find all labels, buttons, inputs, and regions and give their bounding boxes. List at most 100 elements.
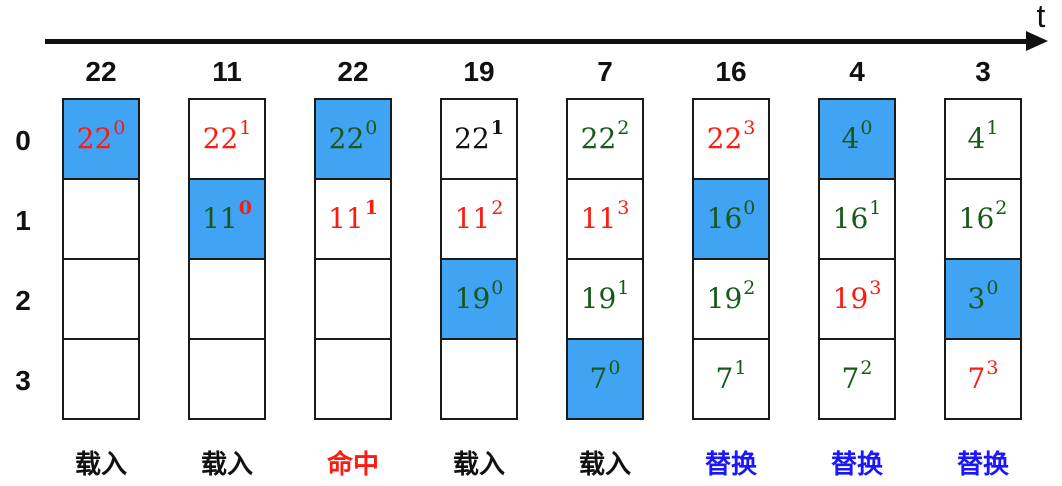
age-superscript: 3 bbox=[869, 276, 882, 299]
frame-cell bbox=[440, 338, 518, 420]
frame-cell: 11 0 bbox=[188, 178, 266, 260]
age-superscript: 1 bbox=[869, 196, 882, 219]
frame-cell: 11 2 bbox=[440, 178, 518, 260]
age-superscript: 2 bbox=[743, 276, 756, 299]
frame-cell: 22 0 bbox=[314, 98, 392, 180]
action-label: 载入 bbox=[74, 449, 127, 479]
action-label: 载入 bbox=[452, 449, 505, 479]
page-number: 19 bbox=[454, 282, 491, 315]
reference-number: 16 bbox=[715, 56, 747, 87]
age-superscript: 2 bbox=[617, 116, 630, 139]
age-superscript: 0 bbox=[491, 276, 504, 299]
page-number: 16 bbox=[706, 202, 743, 235]
time-axis-line bbox=[45, 39, 1033, 44]
age-superscript: 1 bbox=[617, 276, 630, 299]
reference-number: 3 bbox=[975, 56, 991, 87]
page-number: 16 bbox=[958, 202, 995, 235]
frame-cell: 22 0 bbox=[62, 98, 140, 180]
frame-cell: 22 2 bbox=[566, 98, 644, 180]
age-superscript: 1 bbox=[490, 116, 504, 139]
page-number: 11 bbox=[580, 202, 617, 235]
page-number: 22 bbox=[76, 122, 113, 155]
frame-cell: 11 1 bbox=[314, 178, 392, 260]
page-number: 3 bbox=[967, 282, 986, 315]
frame-cell bbox=[62, 338, 140, 420]
action-label: 载入 bbox=[578, 449, 631, 479]
action-label: 替换 bbox=[830, 449, 883, 479]
frame-column: 22 1 11 0 bbox=[188, 98, 266, 420]
reference-number: 22 bbox=[85, 56, 117, 87]
age-superscript: 2 bbox=[995, 196, 1008, 219]
age-superscript: 0 bbox=[238, 196, 252, 219]
reference-number: 19 bbox=[463, 56, 495, 87]
frame-cell: 19 1 bbox=[566, 258, 644, 340]
page-number: 7 bbox=[715, 362, 734, 395]
reference-number: 11 bbox=[212, 56, 242, 87]
reference-number: 4 bbox=[849, 56, 865, 87]
frame-cell: 19 0 bbox=[440, 258, 518, 340]
frame-column: 22 0 bbox=[62, 98, 140, 420]
frame-cell bbox=[188, 258, 266, 340]
frame-cell bbox=[314, 338, 392, 420]
frame-row-label: 2 bbox=[15, 285, 31, 316]
age-superscript: 0 bbox=[986, 276, 999, 299]
page-number: 19 bbox=[580, 282, 617, 315]
page-number: 19 bbox=[706, 282, 743, 315]
action-label: 替换 bbox=[956, 449, 1009, 479]
page-number: 7 bbox=[589, 362, 608, 395]
page-number: 22 bbox=[454, 122, 490, 155]
page-number: 11 bbox=[454, 202, 491, 235]
frame-column: 22 0 11 1 bbox=[314, 98, 392, 420]
frame-cell: 22 1 bbox=[188, 98, 266, 180]
age-superscript: 0 bbox=[365, 116, 378, 139]
frame-cell bbox=[188, 338, 266, 420]
time-axis-label: t bbox=[1036, 0, 1046, 34]
page-number: 22 bbox=[328, 122, 365, 155]
frame-row-label: 0 bbox=[15, 125, 31, 156]
age-superscript: 2 bbox=[860, 356, 873, 379]
page-number: 4 bbox=[967, 122, 986, 155]
frame-cell: 16 0 bbox=[692, 178, 770, 260]
age-superscript: 1 bbox=[364, 196, 378, 219]
page-number: 7 bbox=[967, 362, 986, 395]
frame-row-label: 1 bbox=[15, 205, 31, 236]
frame-cell: 19 2 bbox=[692, 258, 770, 340]
page-number: 22 bbox=[580, 122, 617, 155]
page-number: 22 bbox=[202, 122, 239, 155]
age-superscript: 3 bbox=[743, 116, 756, 139]
frame-cell bbox=[314, 258, 392, 340]
frame-row-label: 3 bbox=[15, 365, 31, 396]
age-superscript: 0 bbox=[113, 116, 126, 139]
age-superscript: 1 bbox=[986, 116, 999, 139]
frame-cell bbox=[62, 258, 140, 340]
action-label: 载入 bbox=[200, 449, 253, 479]
reference-number: 7 bbox=[597, 56, 613, 87]
frame-column: 22 1 11 2 19 0 bbox=[440, 98, 518, 420]
frame-cell: 22 1 bbox=[440, 98, 518, 180]
age-superscript: 3 bbox=[617, 196, 630, 219]
page-number: 11 bbox=[202, 202, 238, 235]
action-label: 命中 bbox=[326, 449, 379, 479]
reference-number: 22 bbox=[337, 56, 369, 87]
age-superscript: 0 bbox=[743, 196, 756, 219]
page-number: 4 bbox=[841, 122, 860, 155]
page-number: 7 bbox=[841, 362, 860, 395]
page-number: 19 bbox=[832, 282, 869, 315]
frame-cell: 22 3 bbox=[692, 98, 770, 180]
age-superscript: 2 bbox=[491, 196, 504, 219]
time-axis-arrowhead-icon bbox=[1026, 31, 1048, 51]
age-superscript: 0 bbox=[860, 116, 873, 139]
page-number: 16 bbox=[832, 202, 869, 235]
frame-cell: 16 2 bbox=[944, 178, 1022, 260]
age-superscript: 1 bbox=[734, 356, 747, 379]
